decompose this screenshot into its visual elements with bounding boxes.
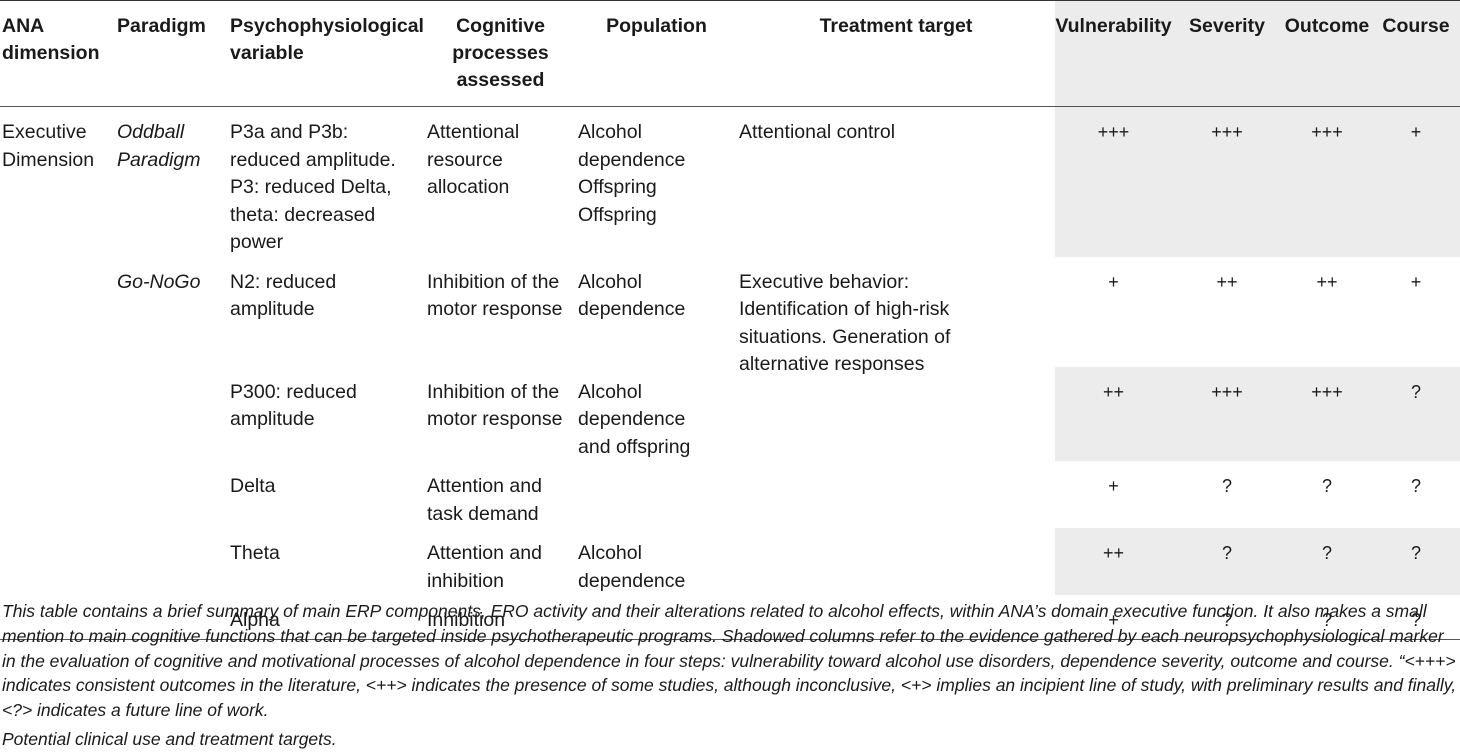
cell-severity: +++ bbox=[1172, 106, 1282, 257]
cell-paradigm: Go-NoGo bbox=[117, 270, 201, 293]
cell-severity: ? bbox=[1221, 476, 1232, 496]
cell-outcome: +++ bbox=[1282, 366, 1372, 461]
cell-variable: Theta bbox=[230, 542, 280, 564]
cell-severity: ++ bbox=[1216, 271, 1238, 292]
cell-variable: P3a and P3b: reduced amplitude. P3: redu… bbox=[230, 121, 396, 253]
table-row: Delta Attention and task demand + ? ? ? bbox=[0, 461, 1460, 528]
header-outcome: Outcome bbox=[1282, 0, 1372, 107]
table-figure: ANA dimension Paradigm Psychophysiologic… bbox=[0, 0, 1460, 639]
header-treatment-target: Treatment target bbox=[819, 15, 973, 37]
header-paradigm: Paradigm bbox=[117, 15, 206, 37]
cell-cognitive: Inhibition bbox=[427, 609, 506, 631]
cell-ana-dimension: Executive Dimension bbox=[2, 121, 95, 171]
cell-paradigm: Oddball Paradigm bbox=[117, 121, 201, 171]
cell-course: ? bbox=[1410, 476, 1421, 496]
cell-vulnerability: ++ bbox=[1055, 366, 1172, 461]
cell-variable: P300: reduced amplitude bbox=[230, 380, 357, 431]
cell-outcome: ? bbox=[1282, 528, 1372, 595]
cell-population: Alcohol dependence and offspring bbox=[578, 380, 691, 458]
table-row: P300: reduced amplitude Inhibition of th… bbox=[0, 366, 1460, 461]
cell-vulnerability: ++ bbox=[1055, 528, 1172, 595]
header-severity: Severity bbox=[1172, 0, 1282, 107]
cell-vulnerability: + bbox=[1108, 271, 1119, 292]
cell-cognitive: Inhibition of the motor response bbox=[427, 270, 563, 321]
cell-course: ? bbox=[1372, 528, 1460, 595]
cell-cognitive: Attention and task demand bbox=[427, 475, 542, 525]
header-row: ANA dimension Paradigm Psychophysiologic… bbox=[0, 0, 1460, 107]
cell-vulnerability: +++ bbox=[1055, 106, 1172, 257]
cell-severity: +++ bbox=[1172, 366, 1282, 461]
cell-population: Alcohol dependence bbox=[578, 542, 686, 592]
cell-vulnerability: + bbox=[1108, 610, 1119, 630]
header-vulnerability: Vulnerability bbox=[1055, 0, 1172, 107]
cell-variable: N2: reduced amplitude bbox=[230, 270, 337, 321]
cell-variable: Alpha bbox=[230, 609, 280, 631]
cell-variable: Delta bbox=[230, 475, 276, 497]
cell-treatment: Executive behavior: Identification of hi… bbox=[739, 270, 951, 376]
table-row: Executive Dimension Oddball Paradigm P3a… bbox=[0, 106, 1460, 257]
table-row: Theta Attention and inhibition Alcohol d… bbox=[0, 528, 1460, 595]
cell-course: ? bbox=[1410, 610, 1421, 630]
cell-severity: ? bbox=[1221, 610, 1232, 630]
table-row: Go-NoGo N2: reduced amplitude Inhibition… bbox=[0, 257, 1460, 376]
header-psychophysiological-variable: Psychophysiological variable bbox=[230, 15, 424, 64]
header-population: Population bbox=[606, 15, 707, 37]
cell-treatment: Attentional control bbox=[739, 121, 896, 143]
cell-course: + bbox=[1410, 271, 1422, 292]
cell-outcome: ? bbox=[1321, 610, 1332, 630]
cell-course: ? bbox=[1372, 366, 1460, 461]
cell-outcome: ? bbox=[1321, 476, 1332, 496]
header-course: Course bbox=[1372, 0, 1460, 107]
table-row: Alpha Inhibition + ? ? ? bbox=[0, 595, 1460, 639]
table-footnote-secondary: Potential clinical use and treatment tar… bbox=[2, 729, 337, 749]
cell-cognitive: Inhibition of the motor response bbox=[427, 380, 563, 431]
cell-severity: ? bbox=[1172, 528, 1282, 595]
cell-outcome: ++ bbox=[1316, 271, 1338, 292]
cell-vulnerability: + bbox=[1108, 476, 1119, 496]
table-footnote: This table contains a brief summary of m… bbox=[2, 601, 1457, 721]
cell-course: + bbox=[1372, 106, 1460, 257]
ana-erp-table: ANA dimension Paradigm Psychophysiologic… bbox=[0, 0, 1460, 639]
header-cognitive-processes: Cognitive processes assessed bbox=[452, 15, 549, 91]
cell-population: Alcohol dependence Offspring Offspring bbox=[578, 121, 686, 226]
cell-cognitive: Attention and inhibition bbox=[427, 542, 542, 592]
header-ana-dimension: ANA dimension bbox=[2, 15, 100, 64]
cell-population: Alcohol dependence bbox=[578, 270, 686, 321]
cell-cognitive: Attentional resource allocation bbox=[427, 121, 520, 198]
cell-outcome: +++ bbox=[1282, 106, 1372, 257]
